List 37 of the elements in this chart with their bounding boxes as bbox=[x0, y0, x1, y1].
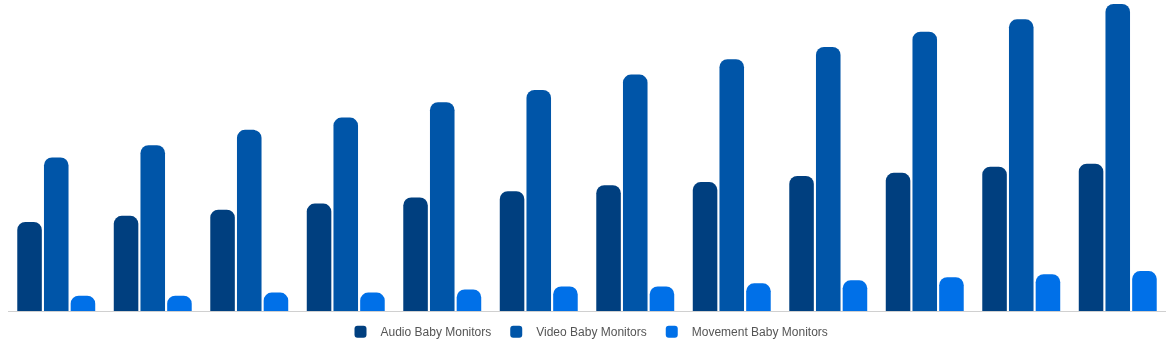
bar bbox=[360, 292, 385, 311]
legend-label: Movement Baby Monitors bbox=[691, 325, 828, 340]
bar bbox=[43, 157, 69, 311]
bar bbox=[1132, 271, 1157, 311]
bar bbox=[719, 59, 745, 311]
bar bbox=[526, 89, 552, 311]
bar bbox=[885, 172, 911, 311]
bar bbox=[113, 215, 139, 311]
bar bbox=[1105, 4, 1131, 311]
bar bbox=[692, 182, 718, 311]
legend-label: Audio Baby Monitors bbox=[380, 325, 492, 340]
bar bbox=[982, 166, 1007, 311]
bar bbox=[456, 289, 482, 311]
bar bbox=[263, 292, 289, 311]
bar bbox=[553, 286, 578, 311]
bar bbox=[596, 185, 621, 311]
bar bbox=[403, 197, 428, 311]
legend-label: Video Baby Monitors bbox=[536, 325, 647, 340]
bar bbox=[17, 221, 42, 311]
bar bbox=[140, 145, 166, 311]
bar bbox=[789, 175, 814, 311]
bar bbox=[842, 280, 868, 311]
bar bbox=[306, 203, 332, 311]
bar bbox=[912, 31, 938, 311]
bar bbox=[622, 74, 648, 311]
bar bbox=[939, 277, 964, 311]
bar bbox=[1008, 19, 1034, 311]
bar bbox=[815, 46, 841, 311]
bar bbox=[236, 129, 262, 311]
bar bbox=[1078, 163, 1104, 311]
bar bbox=[649, 286, 675, 311]
bar bbox=[1035, 274, 1061, 311]
bar bbox=[333, 117, 359, 311]
bar bbox=[746, 283, 771, 311]
bar bbox=[429, 102, 455, 311]
bar bbox=[499, 191, 525, 311]
bar bbox=[210, 209, 235, 311]
